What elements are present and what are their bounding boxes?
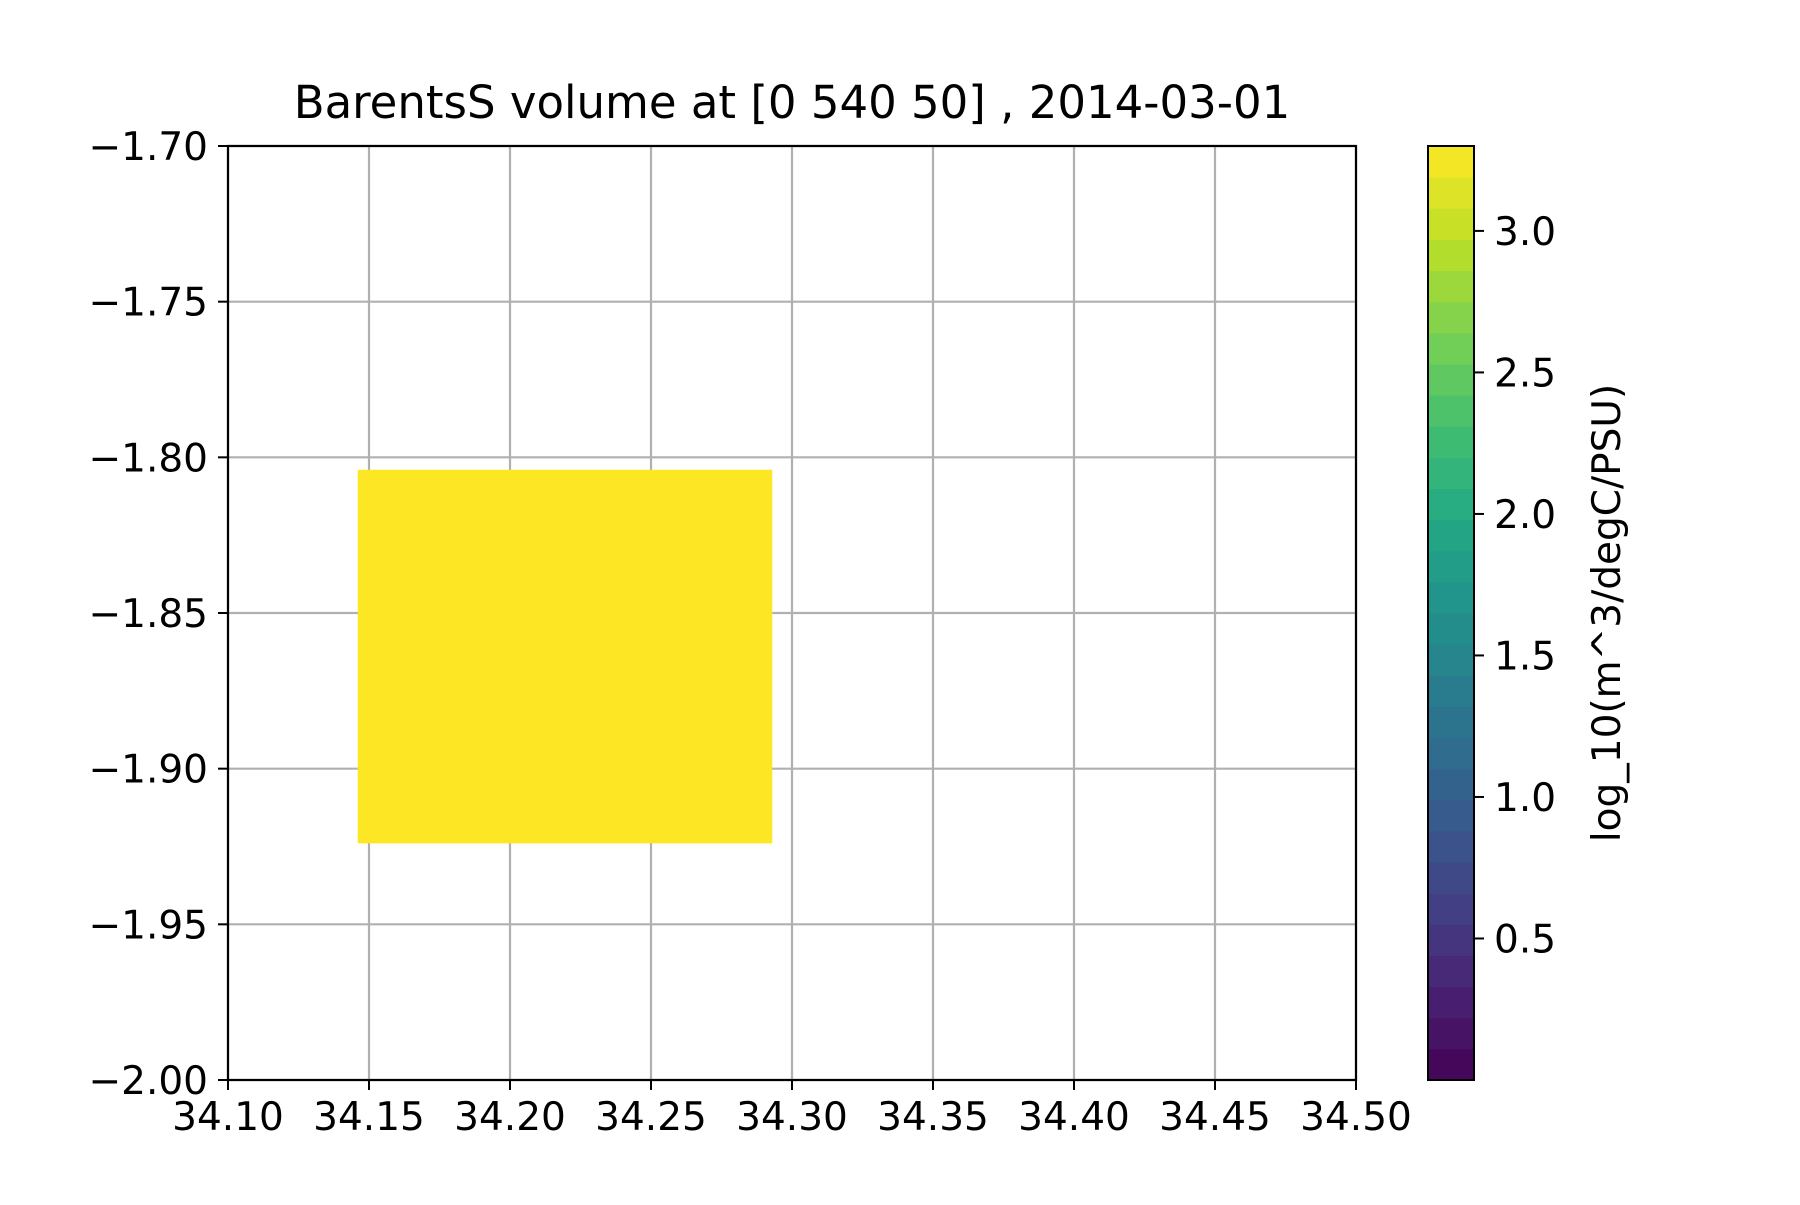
y-tick-label: −1.80 [88,436,208,481]
x-tick-label: 34.15 [313,1095,425,1140]
colorbar-segment [1428,955,1474,988]
colorbar-segment [1428,799,1474,832]
colorbar-tick-label: 2.5 [1494,351,1556,396]
colorbar: 0.5 1.0 1.5 2.0 2.5 3.0 [1427,145,1556,1081]
colorbar-tick-label: 2.0 [1494,493,1556,538]
y-tick-label: −1.90 [88,748,208,793]
colorbar-segment [1428,177,1474,209]
colorbar-segment [1428,737,1474,770]
colorbar-segment [1428,1048,1474,1081]
x-tick-label: 34.35 [877,1095,989,1140]
colorbar-segment [1428,924,1474,957]
colorbar-segment [1428,146,1474,178]
colorbar-segment [1428,1017,1474,1050]
x-tick-label: 34.45 [1159,1095,1271,1140]
x-tick-label: 34.20 [454,1095,566,1140]
colorbar-segment [1428,270,1474,303]
colorbar-segment [1428,644,1474,676]
heatmap-cell [357,469,773,844]
y-tick-label: −1.70 [88,125,208,170]
colorbar-segment [1428,363,1474,396]
colorbar-tick-label: 0.5 [1494,917,1556,962]
colorbar-segment [1428,768,1474,801]
colorbar-frame [1427,145,1475,1081]
chart-title: BarentsS volume at [0 540 50] , 2014-03-… [294,76,1291,129]
x-axis-ticks: 34.10 34.15 34.20 34.25 34.30 34.35 34.40 34.45… [172,1080,1412,1140]
colorbar-tick-label: 1.0 [1494,776,1556,821]
colorbar-segment [1428,581,1474,614]
colorbar-segment [1428,706,1474,739]
colorbar-segment [1428,550,1474,583]
grid-layer [226,144,1358,1082]
x-tick-label: 34.25 [595,1095,707,1140]
colorbar-segment [1428,613,1474,645]
x-tick-label: 34.10 [172,1095,284,1140]
y-tick-label: −1.95 [88,903,208,948]
colorbar-label: log_10(m^3/degC/PSU) [1585,384,1630,842]
x-tick-label: 34.50 [1300,1095,1412,1140]
colorbar-segment [1428,457,1474,490]
x-tick-label: 34.40 [1018,1095,1130,1140]
colorbar-tick-label: 1.5 [1494,634,1556,679]
colorbar-segment [1428,986,1474,1019]
colorbar-segment [1428,862,1474,894]
colorbar-segment [1428,893,1474,925]
colorbar-segment [1428,239,1474,272]
y-tick-label: −1.85 [88,592,208,637]
colorbar-segment [1428,488,1474,521]
colorbar-tick-label: 3.0 [1494,210,1556,255]
colorbar-segment [1428,208,1474,240]
colorbar-segment [1428,519,1474,552]
colorbar-segment [1428,395,1474,427]
y-axis-ticks: −1.70 −1.75 −1.80 −1.85 −1.90 −1.95 −2.00 [88,125,228,1104]
colorbar-segment [1428,675,1474,707]
colorbar-segment [1428,301,1474,334]
colorbar-segment [1428,830,1474,863]
colorbar-segment [1428,426,1474,458]
colorbar-segment [1428,332,1474,365]
heatmap-cells [357,469,773,844]
y-tick-label: −2.00 [88,1059,208,1104]
y-tick-label: −1.75 [88,281,208,326]
x-tick-label: 34.30 [736,1095,848,1140]
